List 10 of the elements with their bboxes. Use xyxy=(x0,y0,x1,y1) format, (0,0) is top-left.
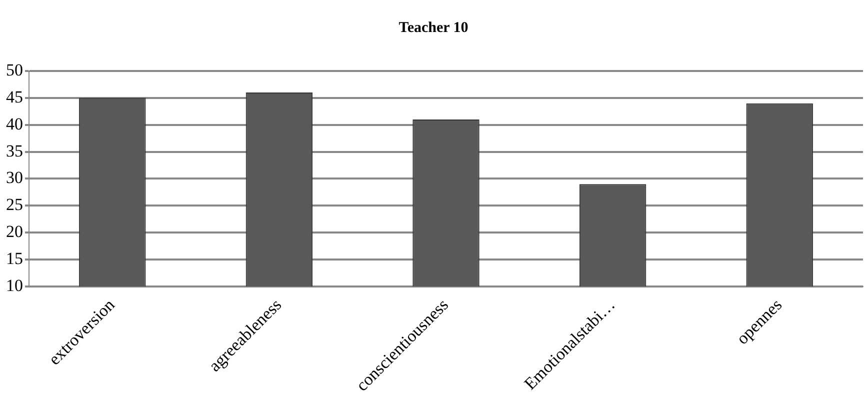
y-tick-label: 40 xyxy=(6,114,23,134)
y-tick-label: 15 xyxy=(6,248,23,268)
y-tick-label: 45 xyxy=(6,87,23,106)
y-tick-label: 25 xyxy=(6,195,23,214)
y-tick-label: 20 xyxy=(6,222,23,242)
y-tick-label: 30 xyxy=(6,168,23,188)
y-tick-label: 50 xyxy=(6,60,23,80)
y-tick-label: 35 xyxy=(6,141,23,160)
y-tick-label: 10 xyxy=(6,276,23,295)
chart-title: Teacher 10 xyxy=(398,20,468,36)
